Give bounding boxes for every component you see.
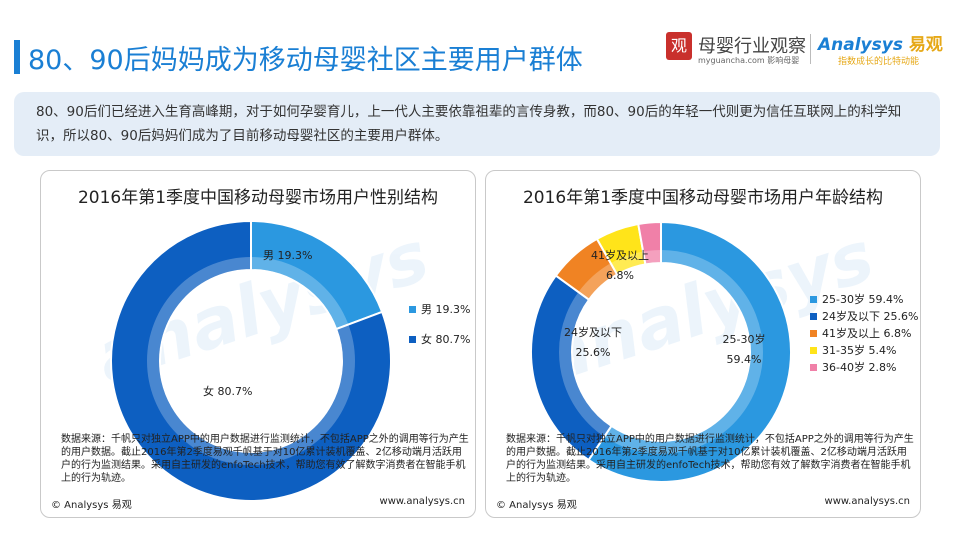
brand-logo-name: Analysys (818, 35, 903, 55)
legend-swatch (409, 305, 416, 313)
logo-divider (810, 34, 811, 64)
legend-swatch (810, 347, 817, 354)
donut-inner-ring (147, 257, 355, 465)
legend-label: 男 19.3% (421, 302, 471, 316)
legend-label: 24岁及以下 25.6% (822, 310, 919, 323)
data-label-41岁及以上: 41岁及以上 6.8% (591, 248, 649, 282)
legend-swatch (409, 335, 416, 343)
slice-25-30岁 (587, 220, 792, 483)
gender-legend: 男 19.3% 女 80.7% (409, 294, 470, 354)
brand-logo: Analysys 易观 (818, 30, 943, 55)
age-chart-panel: analysys 2016年第1季度中国移动母婴市场用户年龄结构 25-30岁 5… (485, 170, 921, 518)
copyright: © Analysys 易观 (496, 500, 577, 511)
legend-label: 36-40岁 2.8% (822, 361, 897, 374)
legend-swatch (810, 364, 817, 371)
age-chart-title: 2016年第1季度中国移动母婴市场用户年龄结构 (522, 188, 884, 208)
age-legend: 25-30岁 59.4% 24岁及以下 25.6% 41岁及以上 6.8% 31-35… (810, 291, 918, 376)
gender-chart-title: 2016年第1季度中国移动母婴市场用户性别结构 (77, 188, 439, 208)
title-accent-bar (14, 40, 20, 74)
legend-item-36-40岁: 36-40岁 2.8% (810, 359, 918, 376)
copyright: © Analysys 易观 (51, 500, 132, 511)
intro-box: 80、90后们已经进入生育高峰期，对于如何孕婴育儿，上一代人主要依靠祖辈的言传身… (14, 92, 940, 156)
data-label-女: 女 80.7% (203, 384, 252, 398)
legend-item-男: 男 19.3% (409, 294, 470, 324)
source-note: 数据来源：千帆只对独立APP中的用户数据进行监测统计，不包括APP之外的调用等行… (61, 434, 469, 484)
intro-text: 80、90后们已经进入生育高峰期，对于如何孕婴育儿，上一代人主要依靠祖辈的言传身… (36, 104, 902, 144)
legend-item-31-35岁: 31-35岁 5.4% (810, 342, 918, 359)
legend-label: 女 80.7% (421, 332, 471, 346)
donut-inner-ring (559, 250, 763, 454)
legend-item-24岁及以下: 24岁及以下 25.6% (810, 308, 918, 325)
legend-item-25-30岁: 25-30岁 59.4% (810, 291, 918, 308)
legend-swatch (810, 296, 817, 303)
legend-item-41岁及以上: 41岁及以上 6.8% (810, 325, 918, 342)
partner-logo-domain: myguancha.com 影响母婴 (698, 56, 800, 65)
legend-label: 31-35岁 5.4% (822, 344, 897, 357)
partner-logo-name: 母婴行业观察 (698, 36, 806, 57)
legend-item-女: 女 80.7% (409, 324, 470, 354)
legend-swatch (810, 330, 817, 337)
data-label-24岁及以下: 24岁及以下 25.6% (564, 325, 622, 359)
data-label-男: 男 19.3% (263, 249, 312, 262)
brand-logo-cn: 易观 (908, 35, 943, 55)
page-title: 80、90后妈妈成为移动母婴社区主要用户群体 (28, 45, 583, 76)
legend-label: 25-30岁 59.4% (822, 293, 904, 306)
gender-donut-chart: 男 19.3% 女 80.7% (110, 219, 392, 502)
data-label-25-30岁: 25-30岁 59.4% (723, 332, 766, 366)
source-note: 数据来源：千帆只对独立APP中的用户数据进行监测统计，不包括APP之外的调用等行… (506, 434, 914, 484)
site-url[interactable]: www.analysys.cn (379, 496, 465, 507)
header-logos: 观 母婴行业观察 myguancha.com 影响母婴 Analysys 易观 … (662, 30, 943, 70)
site-url[interactable]: www.analysys.cn (824, 496, 910, 507)
partner-seal-logo: 观 (666, 32, 692, 60)
slice-男 (250, 219, 384, 331)
slice-女 (110, 219, 392, 502)
gender-chart-panel: analysys 2016年第1季度中国移动母婴市场用户性别结构 男 19.3%… (40, 170, 476, 518)
age-donut-chart: 25-30岁 59.4% 24岁及以下 25.6% 41岁及以上 6.8% (530, 220, 792, 483)
legend-swatch (810, 313, 817, 320)
slice-36-40岁 (637, 220, 662, 266)
brand-slogan: 指数成长的比特动能 (838, 57, 920, 67)
legend-label: 41岁及以上 6.8% (822, 327, 912, 340)
